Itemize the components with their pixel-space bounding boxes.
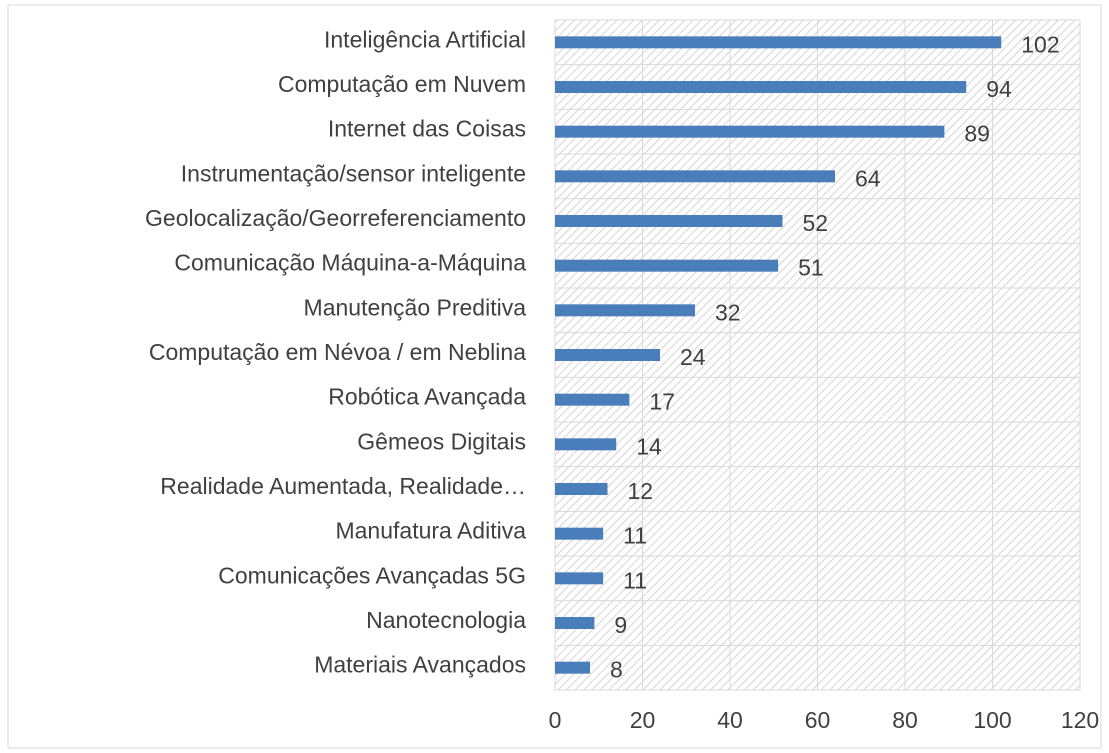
value-label: 24 [680,344,706,370]
value-label: 102 [1021,31,1059,57]
value-label: 8 [610,657,623,683]
value-label: 51 [798,255,824,281]
bar [555,349,660,361]
bar [555,527,604,540]
bar [555,170,835,183]
y-tick-label: Materiais Avançados [314,652,526,678]
y-tick-label: Computação em Névoa / em Neblina [149,339,526,365]
value-label: 11 [623,567,647,593]
value-label: 17 [649,389,675,415]
y-tick-label: Nanotecnologia [366,607,526,633]
x-tick-label: 0 [549,707,562,733]
x-tick-label: 100 [973,707,1011,733]
bar [555,304,695,317]
bar [555,393,630,406]
bar [555,438,617,451]
bar [555,259,779,272]
x-tick-label: 60 [805,707,831,733]
bar [555,572,604,585]
value-label: 12 [628,478,654,504]
x-tick-label: 20 [630,707,656,733]
y-tick-label: Instrumentação/sensor inteligente [181,160,526,186]
bar [555,661,590,674]
value-label: 11 [623,523,647,549]
y-tick-label: Robótica Avançada [328,384,526,410]
y-tick-label: Inteligência Artificial [324,26,526,52]
y-tick-label: Gêmeos Digitais [357,428,526,454]
bar [555,81,967,93]
bar [555,36,1002,49]
value-label: 89 [964,121,990,147]
x-tick-label: 120 [1061,707,1099,733]
y-tick-label: Manutenção Preditiva [304,294,527,320]
y-tick-label: Comunicações Avançadas 5G [218,562,526,588]
value-label: 32 [715,299,741,325]
value-label: 14 [636,433,662,459]
y-tick-label: Comunicação Máquina-a-Máquina [174,250,526,276]
x-tick-label: 80 [892,707,918,733]
value-label: 64 [855,165,881,191]
y-tick-label: Realidade Aumentada, Realidade… [160,473,526,499]
value-label: 94 [986,76,1012,102]
y-tick-label: Computação em Nuvem [278,71,526,97]
value-label: 9 [614,612,627,638]
bar [555,125,945,138]
y-tick-label: Geolocalização/Georreferenciamento [145,205,526,231]
bar [555,483,608,495]
value-label: 52 [803,210,829,236]
y-tick-label: Manufatura Aditiva [335,518,526,544]
bar [555,617,595,629]
bar [555,215,783,227]
y-tick-label: Internet das Coisas [328,116,526,142]
x-tick-label: 40 [717,707,743,733]
